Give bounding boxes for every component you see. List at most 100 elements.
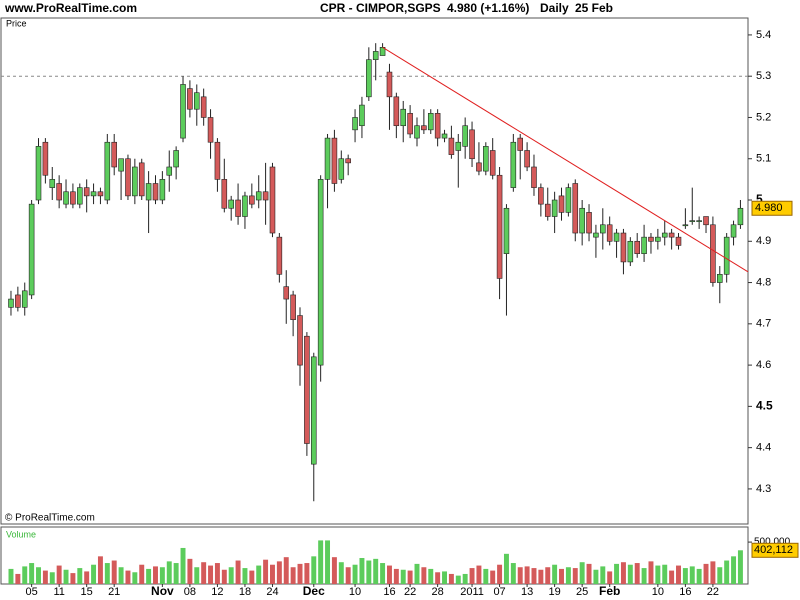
candle-body	[56, 183, 62, 201]
candle-body	[386, 71, 393, 98]
volume-bar	[620, 562, 626, 584]
last-volume-label: 402,112	[754, 544, 793, 556]
candle-body	[427, 113, 434, 131]
volume-bar	[393, 568, 399, 584]
candle-body	[262, 191, 269, 201]
candle-body	[104, 141, 111, 201]
candle-body	[717, 274, 723, 283]
x-tick-label: 22	[404, 586, 416, 598]
candle-body	[414, 125, 420, 139]
volume-bar	[627, 564, 633, 584]
candle-body	[613, 232, 620, 242]
volume-bar	[682, 568, 688, 584]
candle-body	[338, 158, 345, 180]
x-tick-label: 22	[707, 586, 719, 598]
candle-body	[290, 294, 296, 321]
x-tick-label: 11	[53, 586, 64, 598]
candle-body	[269, 166, 276, 234]
candle-body	[180, 84, 186, 139]
candle-body	[586, 212, 592, 234]
volume-bar	[503, 553, 509, 584]
x-tick-label: 28	[432, 586, 444, 598]
volume-bar	[338, 562, 344, 584]
candle-body	[648, 236, 654, 242]
volume-bar	[710, 561, 716, 584]
volume-bar	[180, 547, 186, 584]
volume-bar	[386, 565, 392, 584]
candle-body	[21, 290, 28, 308]
candle-body	[283, 286, 290, 300]
volume-bar	[242, 568, 248, 584]
volume-bar	[146, 568, 152, 584]
candle-body	[200, 96, 207, 118]
candle-body	[503, 207, 510, 254]
volume-bar	[187, 558, 193, 584]
x-tick-label: 21	[108, 586, 120, 598]
candle-body	[620, 232, 627, 263]
candle-body	[462, 125, 468, 147]
x-tick-label: 10	[349, 586, 361, 598]
volume-bar	[276, 561, 282, 584]
y-tick-label: 5.2	[756, 111, 771, 123]
volume-bar	[593, 569, 599, 584]
candle-body	[35, 146, 42, 201]
y-tick-label: 4.6	[756, 359, 771, 371]
volume-bar	[421, 567, 427, 584]
candle-body	[668, 232, 675, 238]
candle-body	[441, 133, 448, 139]
volume-bar	[208, 565, 214, 584]
candle-body	[510, 141, 517, 188]
candle-body	[634, 240, 640, 254]
candle-body	[42, 141, 49, 176]
volume-bar	[352, 564, 358, 584]
candle-body	[641, 236, 647, 254]
y-label: Price	[6, 18, 27, 28]
y-tick-label: 5.3	[756, 70, 771, 82]
change-label: 4.980 (+1.16%)	[447, 1, 529, 15]
volume-bar	[572, 568, 578, 584]
candle-body	[310, 356, 317, 465]
volume-bar	[42, 570, 48, 584]
candle-body	[249, 195, 255, 205]
candle-body	[125, 158, 131, 197]
candle-body	[606, 224, 613, 242]
candle-body	[228, 199, 234, 209]
y-tick-label: 5.1	[756, 153, 771, 165]
volume-bar	[476, 565, 482, 584]
candle-body	[152, 183, 159, 201]
volume-bar	[111, 560, 117, 584]
volume-bar	[669, 570, 675, 584]
volume-bar	[235, 560, 241, 584]
volume-bar	[366, 560, 372, 584]
y-tick-label: 5	[756, 192, 763, 206]
candle-body	[317, 179, 324, 366]
candle-body	[255, 191, 262, 201]
y-tick-label: 5.4	[756, 29, 771, 41]
candle-body	[434, 113, 441, 139]
volume-bar	[91, 564, 97, 584]
volume-bar	[153, 566, 158, 584]
candle-body	[400, 108, 407, 127]
volume-bar	[648, 561, 654, 584]
source: www.ProRealTime.com	[4, 1, 137, 15]
volume-bar	[132, 572, 138, 584]
volume-bar	[159, 567, 165, 584]
volume-bar	[97, 556, 103, 584]
volume-bar	[559, 568, 564, 584]
volume-bar	[448, 573, 454, 584]
candle-body	[173, 150, 179, 168]
volume-bar	[607, 571, 613, 584]
candle-body	[572, 183, 579, 234]
volume-bar	[84, 571, 90, 584]
volume-bar	[331, 557, 337, 584]
volume-bar	[166, 561, 172, 584]
volume-bar	[724, 560, 730, 584]
candle-body	[297, 315, 303, 366]
candle-body	[579, 207, 585, 234]
volume-bar	[655, 565, 661, 584]
candle-body	[489, 150, 496, 176]
volume-bar	[676, 565, 681, 584]
y-tick-label: 4.3	[756, 483, 771, 495]
